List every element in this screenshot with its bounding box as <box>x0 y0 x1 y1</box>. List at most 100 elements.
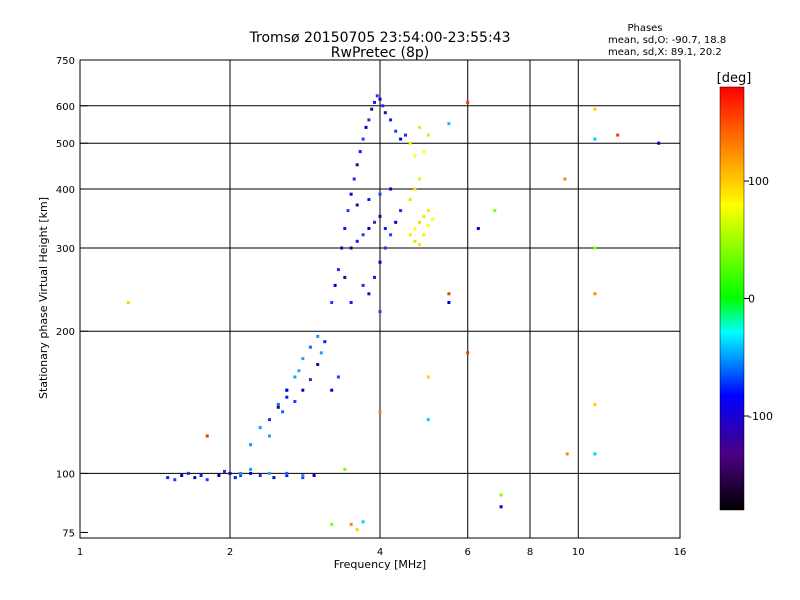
echo-point <box>268 434 271 438</box>
echo-point <box>205 434 209 438</box>
echo-point <box>285 474 289 477</box>
echo-point <box>346 209 350 213</box>
echo-point <box>312 474 316 477</box>
echo-point <box>383 227 387 230</box>
echo-point <box>373 275 376 279</box>
y-tick-label: 500 <box>56 139 75 150</box>
x-axis-label: Frequency [MHz] <box>334 558 426 571</box>
echo-points <box>126 94 661 532</box>
echo-point <box>373 220 376 224</box>
echo-point <box>285 388 289 392</box>
echo-point <box>367 198 371 201</box>
echo-point <box>349 522 353 526</box>
echo-point <box>367 227 371 230</box>
echo-point <box>399 209 403 213</box>
echo-point <box>422 233 426 237</box>
echo-point <box>186 471 190 475</box>
echo-point <box>378 97 382 101</box>
y-tick-label: 600 <box>56 102 75 113</box>
echo-point <box>593 402 597 406</box>
echo-point <box>355 203 359 207</box>
colorbar-tick-label: -100 <box>748 410 773 423</box>
echo-point <box>297 369 301 373</box>
echo-point <box>408 233 412 237</box>
echo-point <box>563 177 567 181</box>
echo-point <box>319 351 323 355</box>
echo-point <box>447 122 451 126</box>
x-axis-ticks: 1 2 4 6 8 10 16 <box>77 547 687 558</box>
echo-point <box>431 217 435 221</box>
y-tick-label: 75 <box>62 528 75 539</box>
echo-point <box>249 443 253 447</box>
phases-info-o: mean, sd,O: -90.7, 18.8 <box>608 35 726 46</box>
echo-point <box>285 471 289 475</box>
echo-point <box>408 141 412 145</box>
echo-point <box>336 268 340 272</box>
echo-point <box>249 471 253 475</box>
echo-point <box>193 476 197 480</box>
y-tick-label: 200 <box>56 327 75 338</box>
echo-point <box>349 246 353 250</box>
echo-point <box>361 137 365 141</box>
echo-point <box>657 141 661 145</box>
echo-point <box>343 275 347 279</box>
echo-point <box>301 476 305 480</box>
echo-point <box>447 301 451 304</box>
y-axis-ticks: 75 100 200 300 400 500 600 750 <box>56 56 88 539</box>
echo-point <box>258 474 262 477</box>
echo-point <box>249 467 253 471</box>
y-tick-label: 100 <box>56 469 75 480</box>
echo-point <box>233 476 237 480</box>
echo-point <box>426 133 430 137</box>
echo-point <box>418 243 421 247</box>
echo-point <box>258 426 262 430</box>
echo-point <box>375 94 379 98</box>
echo-point <box>293 400 297 403</box>
echo-point <box>361 520 365 524</box>
x-tick-label: 10 <box>572 547 585 558</box>
echo-point <box>383 111 387 115</box>
echo-point <box>355 163 359 167</box>
echo-point <box>367 292 371 296</box>
echo-point <box>389 233 393 237</box>
plot-grid <box>80 60 680 538</box>
echo-point <box>180 474 184 477</box>
echo-point <box>364 125 368 129</box>
echo-point <box>223 469 226 473</box>
echo-point <box>301 357 305 361</box>
echo-point <box>499 493 503 497</box>
phases-info-x: mean, sd,X: 89.1, 20.2 <box>608 47 722 58</box>
colorbar-ticks: 100 0 -100 <box>744 175 773 423</box>
echo-point <box>378 214 382 218</box>
echo-point <box>378 310 382 314</box>
echo-point <box>394 129 398 133</box>
echo-point <box>239 471 243 475</box>
colorbar <box>719 86 745 511</box>
echo-point <box>308 345 312 349</box>
y-tick-label: 400 <box>56 185 75 196</box>
echo-point <box>422 214 426 218</box>
echo-point <box>616 133 620 137</box>
echo-point <box>217 474 221 477</box>
echo-point <box>378 260 382 264</box>
x-tick-label: 1 <box>77 547 83 558</box>
echo-point <box>293 375 297 379</box>
echo-point <box>381 104 385 108</box>
echo-point <box>426 418 430 422</box>
echo-point <box>426 209 430 213</box>
echo-point <box>330 301 334 304</box>
chart-title: Tromsø 20150705 23:54:00-23:55:43 <box>249 30 511 46</box>
echo-point <box>199 474 203 477</box>
echo-point <box>361 283 365 287</box>
echo-point <box>476 227 480 230</box>
echo-point <box>466 100 470 104</box>
echo-point <box>413 239 417 243</box>
echo-point <box>593 452 597 456</box>
echo-point <box>268 471 271 475</box>
echo-point <box>383 246 387 250</box>
echo-point <box>276 402 280 406</box>
echo-point <box>413 154 417 158</box>
echo-point <box>378 192 382 196</box>
echo-point <box>367 118 371 122</box>
echo-point <box>593 292 597 296</box>
